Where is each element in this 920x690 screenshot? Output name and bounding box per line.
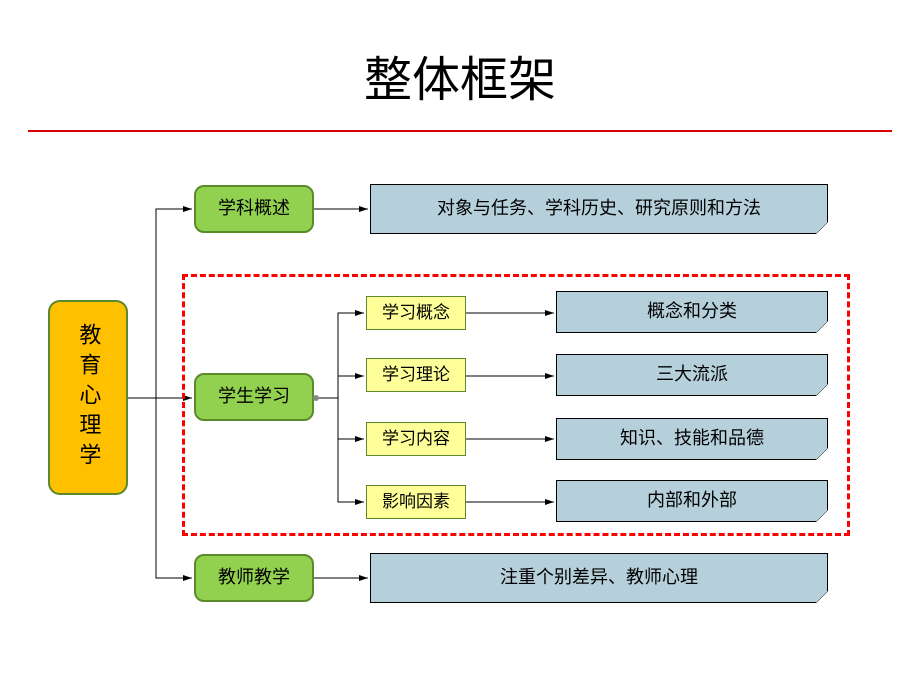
slide-title: 整体框架 <box>0 40 920 110</box>
note-concepts-classification: 概念和分类 <box>556 291 828 333</box>
item-learning-content: 学习内容 <box>366 422 466 456</box>
note-knowledge-skills: 知识、技能和品德 <box>556 418 828 460</box>
branch-student-learning: 学生学习 <box>194 373 314 421</box>
center-marker <box>313 395 319 401</box>
note-objects-tasks: 对象与任务、学科历史、研究原则和方法 <box>370 184 828 234</box>
note-internal-external: 内部和外部 <box>556 480 828 522</box>
item-learning-theory: 学习理论 <box>366 358 466 392</box>
note-individual-diff: 注重个别差异、教师心理 <box>370 553 828 603</box>
divider-line <box>28 130 892 132</box>
branch-overview: 学科概述 <box>194 185 314 233</box>
note-three-schools: 三大流派 <box>556 354 828 396</box>
branch-teacher-teaching: 教师教学 <box>194 554 314 602</box>
root-node: 教育心理学 <box>48 300 128 495</box>
item-learning-concept: 学习概念 <box>366 296 466 330</box>
item-influence-factors: 影响因素 <box>366 485 466 519</box>
